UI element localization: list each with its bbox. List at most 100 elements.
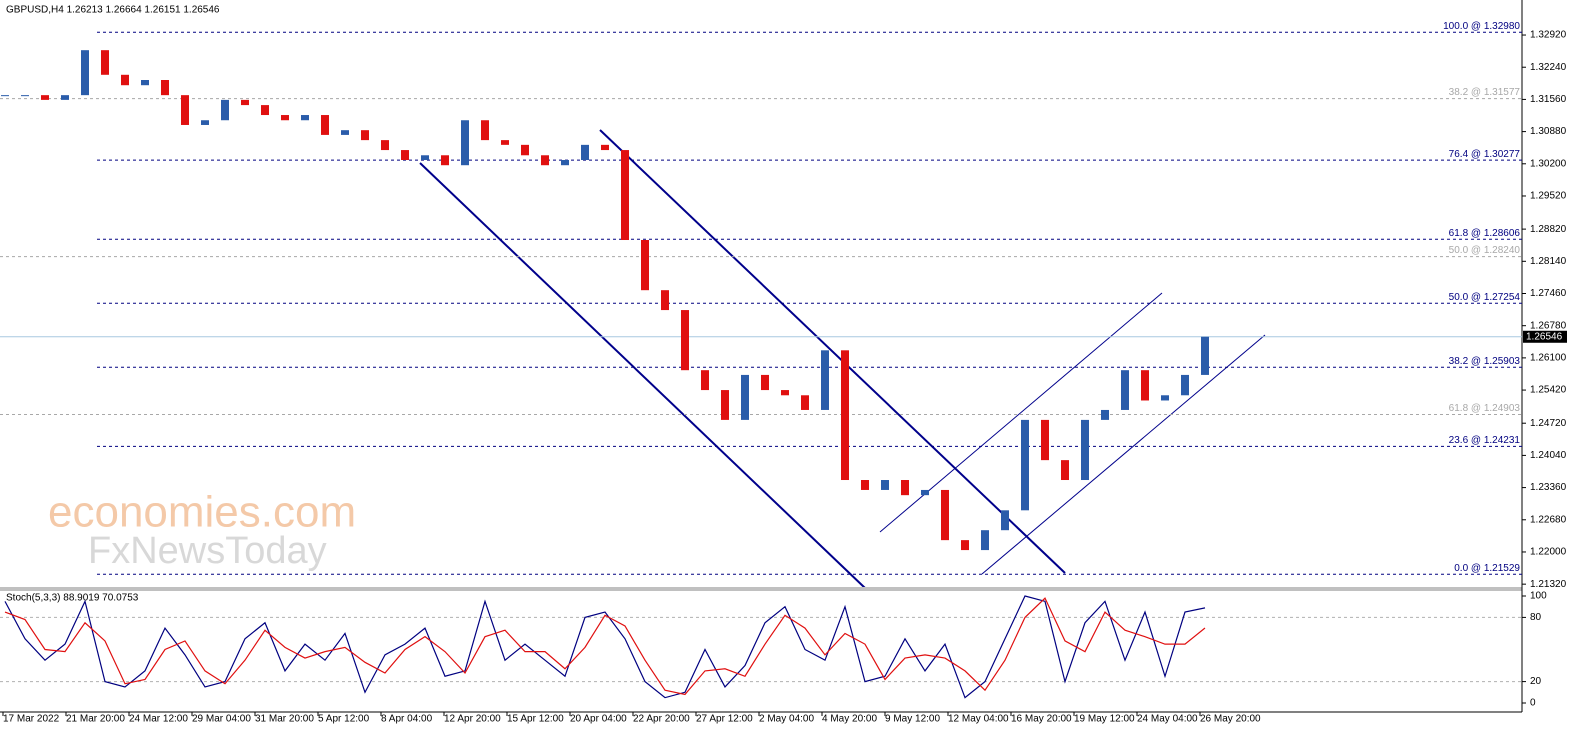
level-label: 0.0 @ 1.21529 xyxy=(1454,563,1520,574)
level-label: 61.8 @ 1.28606 xyxy=(1449,228,1521,239)
y-tick-label: 1.30880 xyxy=(1530,126,1567,137)
candle-body xyxy=(1081,419,1089,481)
candle-body xyxy=(81,50,89,96)
y-tick-label: 100 xyxy=(1530,591,1547,602)
candle-body xyxy=(961,540,969,551)
candle-body xyxy=(801,395,809,410)
level-label: 61.8 @ 1.24903 xyxy=(1449,403,1521,414)
candle-body xyxy=(521,144,529,156)
candle-body xyxy=(1001,510,1009,531)
candle-body xyxy=(361,130,369,141)
x-tick-label: 19 May 12:00 xyxy=(1074,714,1135,725)
watermark: economies.com FxNewsToday xyxy=(48,488,356,572)
candle-body xyxy=(161,80,169,96)
candle-body xyxy=(261,105,269,116)
candle-body xyxy=(621,150,629,241)
x-tick-label: 5 Apr 12:00 xyxy=(318,714,370,725)
x-tick-label: 2 May 04:00 xyxy=(759,714,814,725)
x-tick-label: 22 Apr 20:00 xyxy=(633,714,690,725)
candle-body xyxy=(1161,395,1169,401)
candle-body xyxy=(741,374,749,420)
x-tick-label: 15 Apr 12:00 xyxy=(507,714,564,725)
candle-body xyxy=(1181,374,1189,396)
candle-body xyxy=(501,140,509,145)
candle-body xyxy=(221,99,229,121)
candle-body xyxy=(401,150,409,161)
candle-body xyxy=(901,480,909,496)
chart-title: GBPUSD,H4 1.26213 1.26664 1.26151 1.2654… xyxy=(6,5,220,16)
candle-body xyxy=(661,290,669,311)
y-tick-label: 1.28820 xyxy=(1530,224,1567,235)
watermark-text: FxNewsToday xyxy=(88,530,327,572)
x-tick-label: 21 Mar 20:00 xyxy=(66,714,125,725)
y-tick-label: 1.26100 xyxy=(1530,353,1567,364)
candle-body xyxy=(541,155,549,166)
candle-body xyxy=(381,140,389,151)
candle-body xyxy=(461,120,469,166)
candle-body xyxy=(781,390,789,396)
y-tick-label: 1.21320 xyxy=(1530,579,1567,590)
candle-body xyxy=(681,310,689,371)
x-tick-label: 24 May 04:00 xyxy=(1137,714,1198,725)
candle-body xyxy=(441,155,449,166)
candle-body xyxy=(101,50,109,75)
candle-body xyxy=(21,95,29,97)
y-tick-label: 1.27460 xyxy=(1530,288,1567,299)
candle-body xyxy=(341,130,349,135)
candle-body xyxy=(701,370,709,391)
candle-body xyxy=(941,489,949,541)
watermark-text: economies.com xyxy=(48,488,356,537)
y-tick-label: 1.30200 xyxy=(1530,158,1567,169)
x-tick-label: 4 May 20:00 xyxy=(822,714,877,725)
candle-body xyxy=(601,144,609,151)
x-tick-label: 9 May 12:00 xyxy=(885,714,940,725)
candle-body xyxy=(761,374,769,391)
candle-body xyxy=(201,120,209,125)
x-tick-label: 12 Apr 20:00 xyxy=(444,714,501,725)
candle-body xyxy=(841,350,849,481)
candle-body xyxy=(241,99,249,106)
candle-body xyxy=(321,115,329,135)
level-label: 38.2 @ 1.25903 xyxy=(1449,356,1521,367)
x-tick-label: 31 Mar 20:00 xyxy=(255,714,314,725)
candle-body xyxy=(641,240,649,291)
y-tick-label: 1.32920 xyxy=(1530,30,1567,41)
x-tick-label: 26 May 20:00 xyxy=(1200,714,1261,725)
y-tick-label: 1.32240 xyxy=(1530,62,1567,73)
candle-body xyxy=(581,144,589,161)
stoch-line xyxy=(4,595,1206,699)
y-tick-label: 1.22000 xyxy=(1530,547,1567,558)
stoch-label: Stoch(5,3,3) 88.9019 70.0753 xyxy=(6,593,139,604)
y-tick-label: 1.24040 xyxy=(1530,450,1567,461)
x-tick-label: 8 Apr 04:00 xyxy=(381,714,433,725)
panel-separator xyxy=(0,587,1522,591)
candle-body xyxy=(61,95,69,100)
candle-body xyxy=(481,120,489,141)
candle-body xyxy=(1141,370,1149,401)
y-tick-label: 1.29520 xyxy=(1530,191,1567,202)
y-tick-label: 20 xyxy=(1530,676,1542,687)
level-label: 50.0 @ 1.28240 xyxy=(1449,245,1521,256)
x-tick-label: 27 Apr 12:00 xyxy=(696,714,753,725)
level-label: 76.4 @ 1.30277 xyxy=(1449,149,1521,160)
candle-body xyxy=(981,530,989,551)
candle-body xyxy=(1041,419,1049,461)
candle-body xyxy=(1101,409,1109,420)
level-label: 100.0 @ 1.32980 xyxy=(1443,21,1520,32)
x-tick-label: 16 May 20:00 xyxy=(1011,714,1072,725)
candle-body xyxy=(1021,419,1029,511)
channel-line xyxy=(981,334,1266,575)
stoch-line xyxy=(4,597,1206,696)
candle-body xyxy=(121,74,129,86)
level-label: 50.0 @ 1.27254 xyxy=(1449,292,1521,303)
candle-body xyxy=(561,160,569,166)
y-tick-label: 1.22680 xyxy=(1530,514,1567,525)
y-tick-label: 1.28140 xyxy=(1530,256,1567,267)
candle-body xyxy=(181,95,189,125)
candle-body xyxy=(141,80,149,86)
candle-body xyxy=(1061,460,1069,481)
y-tick-label: 1.31560 xyxy=(1530,94,1567,105)
y-tick-label: 80 xyxy=(1530,612,1542,623)
